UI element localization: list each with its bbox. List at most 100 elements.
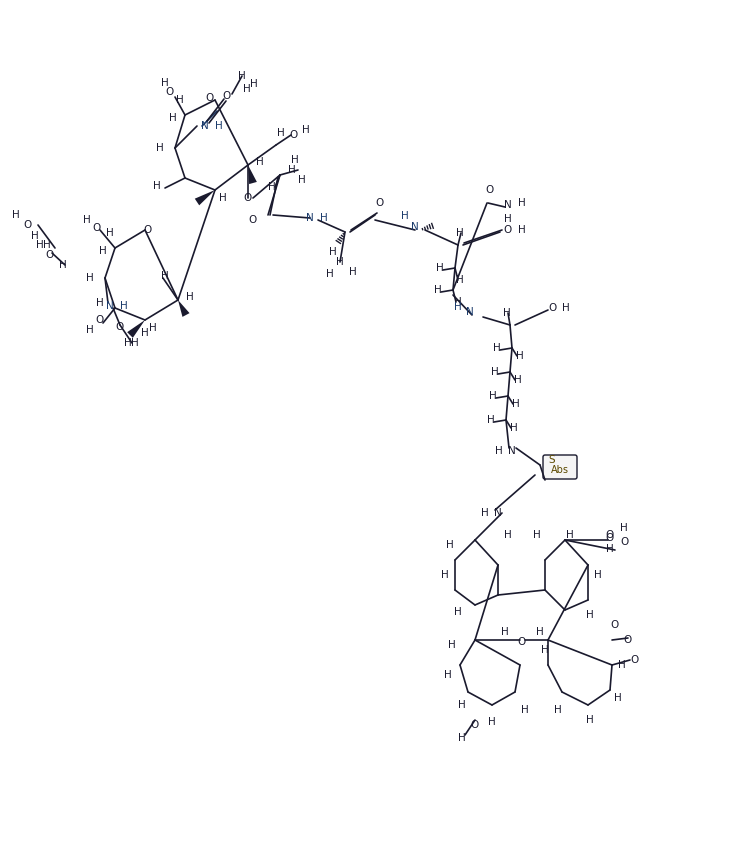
Text: H: H — [441, 570, 449, 580]
Text: O: O — [93, 223, 101, 233]
Text: H: H — [83, 215, 91, 225]
Text: H: H — [243, 84, 251, 94]
Text: H: H — [434, 285, 442, 295]
Text: O: O — [116, 322, 124, 332]
Text: H: H — [277, 128, 285, 138]
Text: H: H — [541, 645, 549, 655]
Text: O: O — [144, 225, 152, 235]
Text: H: H — [141, 328, 149, 338]
Text: H: H — [99, 246, 107, 256]
Text: H: H — [326, 269, 334, 279]
Text: H: H — [153, 181, 161, 191]
Text: O: O — [223, 91, 231, 101]
Text: O: O — [549, 303, 557, 313]
Text: H: H — [176, 95, 184, 105]
Text: H: H — [219, 193, 227, 203]
Text: H: H — [446, 540, 454, 550]
Text: H: H — [298, 175, 306, 185]
Text: H: H — [606, 544, 614, 554]
Text: Abs: Abs — [551, 465, 569, 475]
Text: O: O — [611, 620, 619, 630]
Text: H: H — [512, 399, 520, 409]
Text: N: N — [201, 121, 209, 131]
Text: H: H — [456, 228, 464, 238]
Text: H: H — [481, 508, 489, 518]
Text: H: H — [86, 325, 94, 335]
Text: H: H — [291, 155, 299, 165]
Text: O: O — [621, 537, 629, 547]
Text: O: O — [471, 720, 479, 730]
Text: H: H — [533, 530, 541, 540]
Polygon shape — [178, 300, 189, 317]
Text: H: H — [86, 273, 94, 283]
Text: N: N — [306, 213, 314, 223]
Text: H: H — [161, 78, 169, 88]
Text: H: H — [329, 247, 337, 257]
Text: H: H — [256, 157, 264, 167]
Text: O: O — [290, 130, 298, 140]
Text: H: H — [120, 301, 128, 311]
Text: S: S — [549, 455, 555, 465]
Text: N: N — [466, 307, 474, 317]
Text: H: H — [586, 610, 594, 620]
Text: H: H — [215, 121, 223, 131]
Text: O: O — [96, 315, 104, 325]
Text: H: H — [161, 271, 169, 281]
Text: H: H — [518, 225, 526, 235]
Text: H: H — [131, 338, 139, 348]
Text: H: H — [594, 570, 602, 580]
Text: H: H — [250, 79, 258, 89]
Text: H: H — [454, 302, 462, 312]
Text: H: H — [514, 375, 522, 385]
Text: O: O — [518, 637, 526, 647]
Polygon shape — [248, 165, 257, 184]
Text: O: O — [249, 215, 257, 225]
Text: H: H — [31, 231, 39, 241]
Text: H: H — [487, 415, 495, 425]
Text: H: H — [349, 267, 357, 277]
Text: H: H — [501, 627, 509, 637]
Text: N: N — [508, 446, 516, 456]
Text: H: H — [510, 423, 518, 433]
Text: H: H — [320, 213, 328, 223]
Text: H: H — [169, 113, 177, 123]
Text: H: H — [302, 125, 310, 135]
Text: H: H — [288, 165, 296, 175]
Polygon shape — [127, 320, 145, 338]
Text: H: H — [586, 715, 594, 725]
Text: H: H — [456, 275, 464, 285]
Text: O: O — [624, 635, 632, 645]
Text: H: H — [59, 260, 67, 270]
Text: O: O — [46, 250, 54, 260]
Text: H: H — [495, 446, 503, 456]
Text: H: H — [336, 257, 344, 267]
Text: H: H — [448, 640, 456, 650]
Text: O: O — [504, 225, 512, 235]
Text: O: O — [376, 198, 384, 208]
Text: H: H — [106, 228, 114, 238]
Text: H: H — [618, 660, 626, 670]
Text: H: H — [458, 733, 466, 743]
Text: H: H — [238, 71, 246, 81]
Text: H: H — [36, 240, 44, 250]
Text: H: H — [536, 627, 544, 637]
Text: O: O — [486, 185, 494, 195]
Text: O: O — [606, 530, 614, 540]
Text: N: N — [411, 222, 419, 232]
Text: H: H — [504, 530, 512, 540]
Text: H: H — [149, 323, 157, 333]
Text: H: H — [488, 717, 496, 727]
Text: N: N — [494, 508, 502, 518]
Text: H: H — [458, 700, 466, 710]
Text: H: H — [401, 211, 409, 221]
Text: H: H — [43, 240, 51, 250]
Text: O: O — [206, 93, 214, 103]
Text: H: H — [444, 670, 452, 680]
Text: H: H — [504, 214, 512, 224]
Text: O: O — [606, 533, 614, 543]
Text: H: H — [124, 338, 132, 348]
Text: H: H — [614, 693, 622, 703]
Text: H: H — [436, 263, 444, 273]
Text: H: H — [491, 367, 499, 377]
Text: H: H — [186, 292, 194, 302]
